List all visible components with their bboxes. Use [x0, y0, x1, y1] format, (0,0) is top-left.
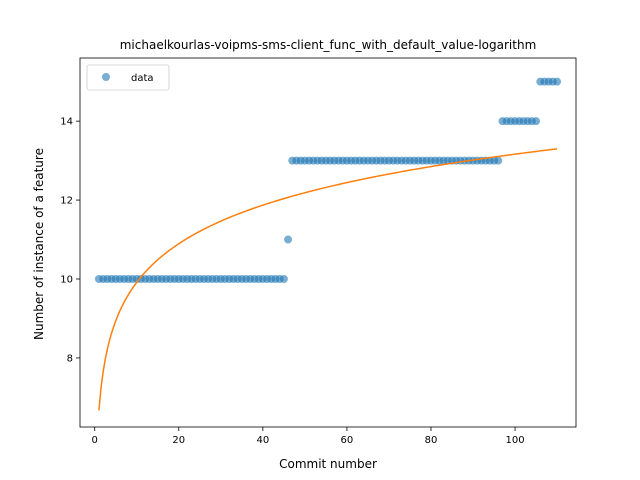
x-tick-label: 80	[425, 435, 438, 446]
legend-box	[86, 64, 170, 91]
legend-label: data	[131, 73, 154, 84]
plot-area: 0 20 40 60 80 100 8 10 12 14 data	[60, 57, 577, 446]
x-tick-label: 60	[341, 435, 354, 446]
y-tick-label: 10	[60, 275, 73, 286]
data-point	[284, 235, 293, 244]
legend-marker	[102, 73, 110, 81]
data-point	[553, 77, 562, 86]
chart-title: michaelkourlas-voipms-sms-client_func_wi…	[120, 38, 537, 52]
x-tick-label: 40	[256, 435, 269, 446]
x-axis-label: Commit number	[279, 457, 377, 471]
x-tick-label: 20	[172, 435, 185, 446]
data-point	[532, 117, 541, 126]
y-tick-label: 14	[60, 117, 73, 128]
fit-line	[98, 148, 558, 411]
x-tick-label: 0	[92, 435, 98, 446]
x-tick-label: 100	[506, 435, 525, 446]
y-tick-label: 8	[67, 353, 73, 364]
data-point	[494, 156, 503, 165]
data-point	[279, 275, 288, 284]
y-tick-label: 12	[60, 196, 73, 207]
axes-frame	[79, 57, 577, 428]
y-axis-label: Number of instance of a feature	[32, 148, 46, 340]
